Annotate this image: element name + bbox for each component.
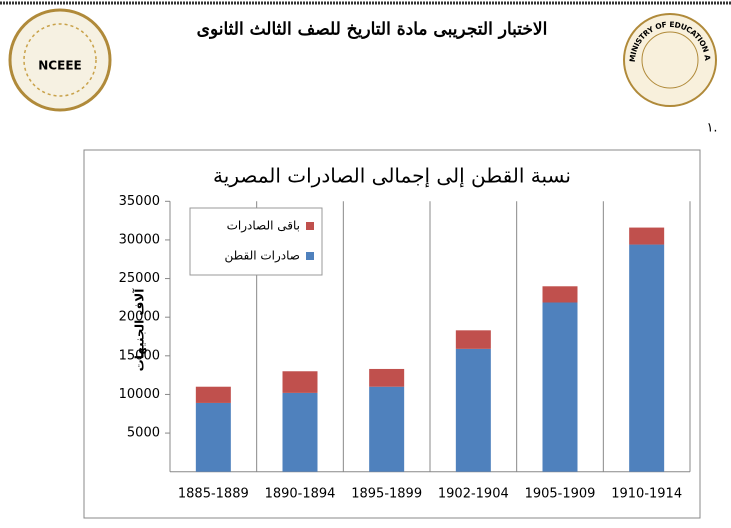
bar-segment (195, 402, 231, 472)
legend-box (189, 207, 323, 276)
legend-label: صادرات القطن (225, 249, 300, 264)
y-axis-label: آلاف الجنيهات (132, 288, 147, 372)
bar-segment (542, 286, 578, 303)
bar-segment (282, 371, 318, 393)
y-tick-label: 35000 (119, 194, 160, 209)
legend-swatch (306, 222, 314, 230)
y-tick-label: 5000 (127, 426, 160, 441)
y-tick-label: 20000 (119, 310, 160, 325)
bar-segment (282, 392, 318, 472)
legend-swatch (306, 252, 314, 260)
header-title: الاختبار التجريبى مادة التاريخ للصف الثا… (197, 20, 548, 40)
bar-segment (369, 386, 405, 472)
question-number: ١. (706, 121, 717, 136)
bar-segment (629, 244, 665, 472)
x-tick-label: 1905-1909 (525, 487, 596, 502)
bar-segment (369, 368, 405, 387)
bar-segment (542, 302, 578, 472)
y-tick-label: 10000 (119, 387, 160, 402)
legend-label: باقى الصادرات (227, 219, 300, 234)
left-logo: NCEEE (8, 8, 112, 112)
x-tick-label: 1895-1899 (351, 487, 422, 502)
left-logo-text: NCEEE (38, 59, 81, 73)
y-tick-label: 15000 (119, 348, 160, 363)
bar-segment (455, 330, 491, 349)
bar-segment (195, 386, 231, 403)
x-tick-label: 1902-1904 (438, 487, 509, 502)
y-tick-label: 25000 (119, 271, 160, 286)
x-tick-label: 1910-1914 (611, 487, 682, 502)
bar-segment (455, 348, 491, 472)
x-tick-label: 1890-1894 (265, 487, 336, 502)
chart-title: نسبة القطن إلى إجمالى الصادرات المصرية (213, 164, 571, 189)
bar-segment (629, 227, 665, 245)
y-tick-label: 30000 (119, 232, 160, 247)
x-tick-label: 1885-1889 (178, 487, 249, 502)
